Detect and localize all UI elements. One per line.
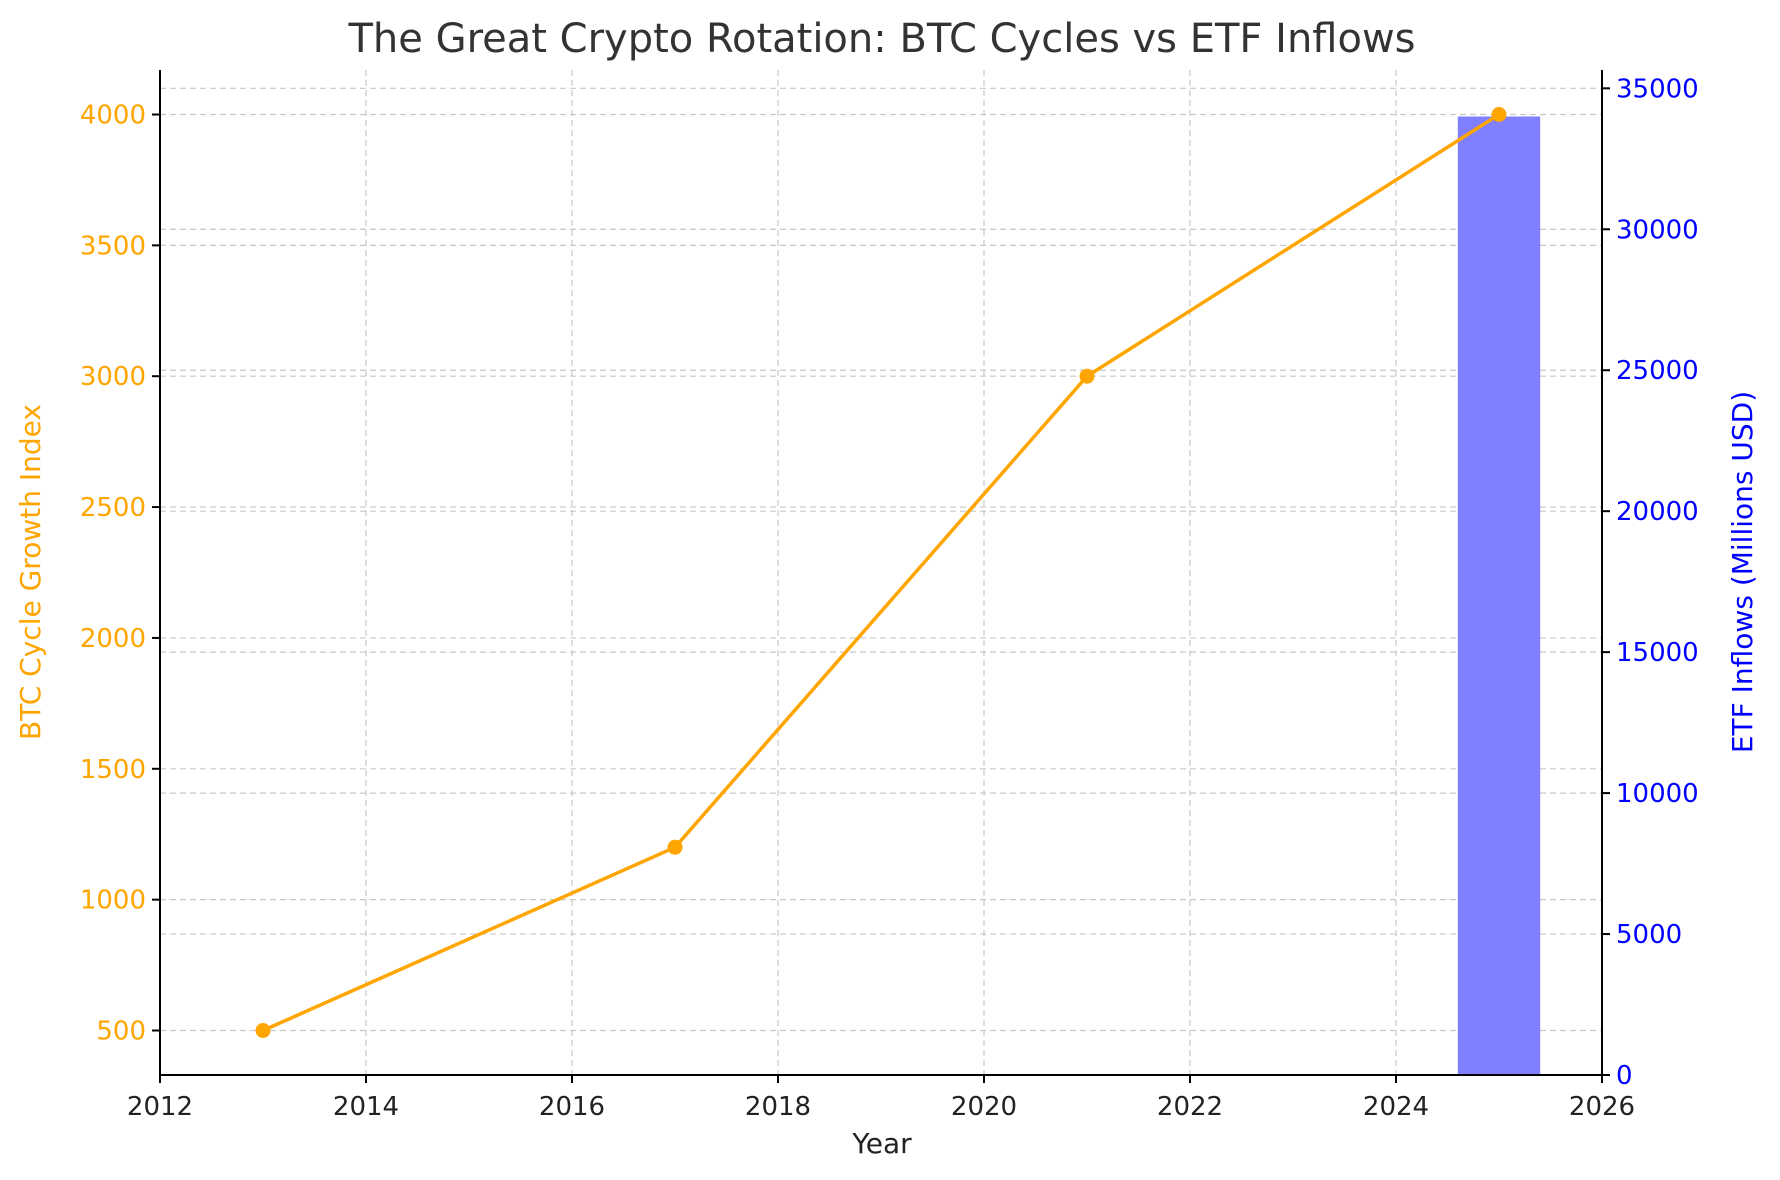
y-tick-label: 4000 xyxy=(80,100,146,130)
y2-tick-label: 5000 xyxy=(1616,920,1682,950)
left-axis-ticks: 500 1000 1500 2000 2500 3000 3500 4000 xyxy=(80,100,160,1047)
right-axis-ticks: 0 5000 10000 15000 20000 25000 30000 35000 xyxy=(1602,74,1699,1091)
y-tick-label: 500 xyxy=(96,1017,146,1047)
x-tick-label: 2022 xyxy=(1157,1092,1223,1122)
y-tick-label: 1000 xyxy=(80,886,146,916)
y2-tick-label: 35000 xyxy=(1616,74,1699,104)
btc-growth-point xyxy=(1079,368,1095,384)
btc-growth-line-path xyxy=(262,113,1500,1033)
y2-tick-label: 30000 xyxy=(1616,215,1699,245)
left-axis-label: BTC Cycle Growth Index xyxy=(14,404,47,740)
btc-growth-point xyxy=(1491,106,1507,122)
y2-tick-label: 10000 xyxy=(1616,779,1699,809)
btc-growth-point xyxy=(667,839,683,855)
x-axis-ticks: 2012 2014 2016 2018 2020 2022 2024 2026 xyxy=(127,1075,1635,1122)
y2-tick-label: 20000 xyxy=(1616,497,1699,527)
x-tick-label: 2014 xyxy=(333,1092,399,1122)
etf-inflow-bars xyxy=(1457,116,1541,1076)
x-tick-label: 2016 xyxy=(539,1092,605,1122)
btc-growth-line xyxy=(255,106,1507,1039)
y2-tick-label: 15000 xyxy=(1616,638,1699,668)
right-axis-label: ETF Inflows (Millions USD) xyxy=(1726,391,1759,753)
chart-title: The Great Crypto Rotation: BTC Cycles vs… xyxy=(347,16,1415,62)
x-tick-label: 2026 xyxy=(1569,1092,1635,1122)
x-tick-label: 2020 xyxy=(951,1092,1017,1122)
grid xyxy=(159,70,1603,1076)
y2-tick-label: 0 xyxy=(1616,1061,1633,1091)
axes-frame xyxy=(159,70,1603,1076)
x-tick-label: 2024 xyxy=(1363,1092,1429,1122)
x-tick-label: 2018 xyxy=(745,1092,811,1122)
y-tick-label: 1500 xyxy=(80,755,146,785)
x-axis-label: Year xyxy=(851,1127,912,1160)
y-tick-label: 2500 xyxy=(80,493,146,523)
y2-tick-label: 25000 xyxy=(1616,356,1699,386)
y-tick-label: 3500 xyxy=(80,231,146,261)
y-tick-label: 3000 xyxy=(80,362,146,392)
btc-growth-point xyxy=(255,1023,271,1039)
x-tick-label: 2012 xyxy=(127,1092,193,1122)
etf-inflow-bar xyxy=(1457,116,1541,1076)
y-tick-label: 2000 xyxy=(80,624,146,654)
